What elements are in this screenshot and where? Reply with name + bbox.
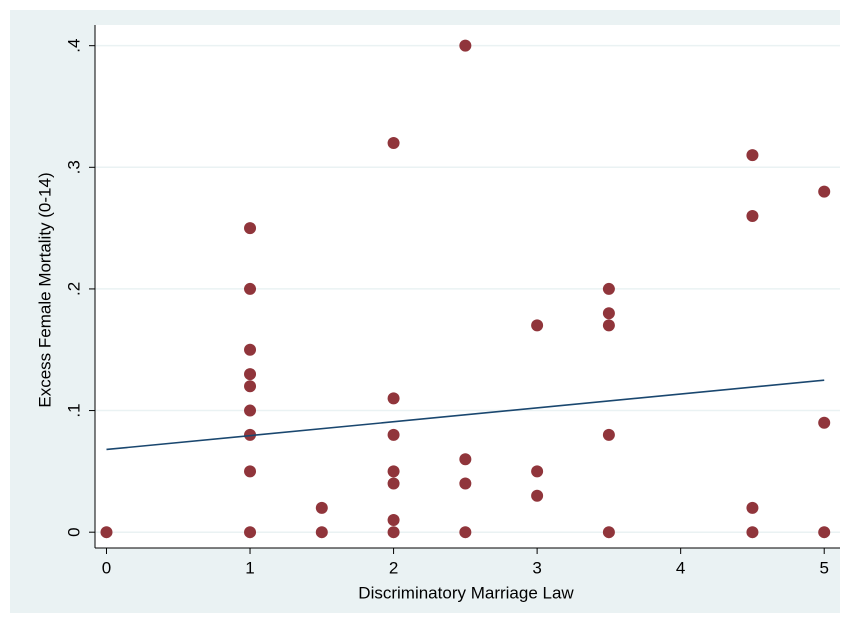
y-tick-label: .3 [64, 160, 83, 174]
scatter-point [531, 319, 544, 332]
plot-region [95, 25, 840, 548]
x-tick-label: 5 [819, 558, 828, 577]
scatter-point [387, 526, 400, 539]
y-tick-label: .1 [64, 403, 83, 417]
scatter-point [746, 149, 759, 162]
scatter-point [244, 380, 257, 393]
scatter-point [459, 526, 472, 539]
fit-line [106, 379, 825, 451]
scatter-point [818, 526, 831, 539]
scatter-point [244, 282, 257, 295]
scatter-point [244, 343, 257, 356]
scatter-point [387, 514, 400, 527]
y-axis-label: Excess Female Mortality (0-14) [35, 172, 54, 407]
x-tick-label: 3 [532, 558, 541, 577]
scatter-point [387, 477, 400, 490]
scatter-point [746, 526, 759, 539]
scatter-point [387, 136, 400, 149]
scatter-point [387, 465, 400, 478]
y-tick-label: 0 [64, 527, 83, 536]
scatter-point [459, 39, 472, 52]
scatter-point [244, 222, 257, 235]
scatter-point [602, 428, 615, 441]
scatter-point [244, 404, 257, 417]
x-tick-label: 0 [102, 558, 111, 577]
scatter-point [602, 307, 615, 320]
scatter-point [602, 526, 615, 539]
scatter-point [459, 453, 472, 466]
scatter-point [315, 501, 328, 514]
scatter-point [459, 477, 472, 490]
scatter-point [746, 501, 759, 514]
scatter-point [531, 489, 544, 502]
y-tick-label: .4 [64, 39, 83, 53]
scatter-point [244, 368, 257, 381]
x-tick-label: 1 [245, 558, 254, 577]
scatter-point [531, 465, 544, 478]
y-tick-label: .2 [64, 282, 83, 296]
scatter-point [602, 282, 615, 295]
scatter-point [315, 526, 328, 539]
scatter-point [746, 209, 759, 222]
x-axis-label: Discriminatory Marriage Law [358, 583, 574, 602]
x-tick-label: 2 [389, 558, 398, 577]
scatter-point [244, 526, 257, 539]
x-tick-label: 4 [676, 558, 685, 577]
scatter-point [387, 392, 400, 405]
scatter-point [244, 465, 257, 478]
scatter-point [100, 526, 113, 539]
scatter-point [602, 319, 615, 332]
scatter-point [387, 428, 400, 441]
scatter-point [818, 185, 831, 198]
scatter-point [818, 416, 831, 429]
